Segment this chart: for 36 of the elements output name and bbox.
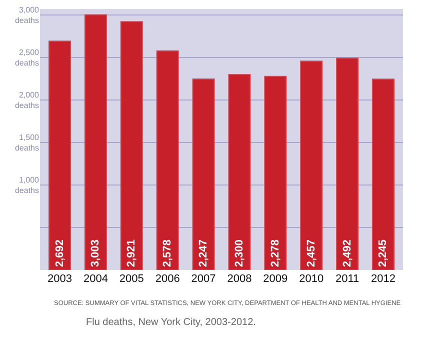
bar bbox=[48, 40, 72, 270]
x-tick-label: 2006 bbox=[155, 273, 180, 285]
x-tick-label: 2004 bbox=[83, 273, 108, 285]
x-tick-label: 2010 bbox=[299, 273, 324, 285]
bar bbox=[120, 21, 143, 270]
bar bbox=[192, 78, 215, 270]
data-label: 2,692 bbox=[54, 239, 66, 267]
x-tick-label: 2003 bbox=[48, 273, 72, 285]
y-tick-label: 1,500 deaths bbox=[14, 133, 40, 152]
data-label: 2,278 bbox=[269, 239, 282, 267]
bar bbox=[84, 14, 107, 270]
bar bbox=[228, 74, 251, 270]
bar bbox=[336, 58, 359, 270]
data-label: 3,003 bbox=[90, 239, 102, 267]
bar bbox=[156, 50, 179, 270]
y-tick-label: 2,500 deaths bbox=[14, 48, 40, 68]
bar bbox=[300, 60, 323, 270]
data-label: 2,457 bbox=[305, 239, 318, 267]
data-label: 2,245 bbox=[377, 239, 390, 267]
data-label: 2,492 bbox=[341, 239, 354, 267]
bar bbox=[372, 78, 395, 270]
data-label: 2,921 bbox=[126, 239, 138, 267]
x-tick-label: 2007 bbox=[191, 273, 216, 285]
x-tick-label: 2005 bbox=[119, 273, 144, 285]
y-tick-label: 1,000 deaths bbox=[14, 176, 40, 195]
x-tick-label: 2009 bbox=[263, 273, 288, 285]
bar bbox=[264, 76, 287, 270]
data-label: 2,578 bbox=[162, 239, 174, 267]
x-tick-label: 2011 bbox=[335, 273, 360, 285]
x-tick-label: 2012 bbox=[370, 273, 396, 285]
data-label: 2,300 bbox=[233, 239, 246, 267]
y-tick-label: 2,000 deaths bbox=[14, 90, 40, 110]
x-tick-label: 2008 bbox=[227, 273, 252, 285]
text: Flu deaths, New York City, 2003-2012. bbox=[86, 317, 256, 328]
y-tick-label: 3,000 deaths bbox=[14, 6, 40, 25]
data-label: 2,247 bbox=[198, 239, 210, 267]
